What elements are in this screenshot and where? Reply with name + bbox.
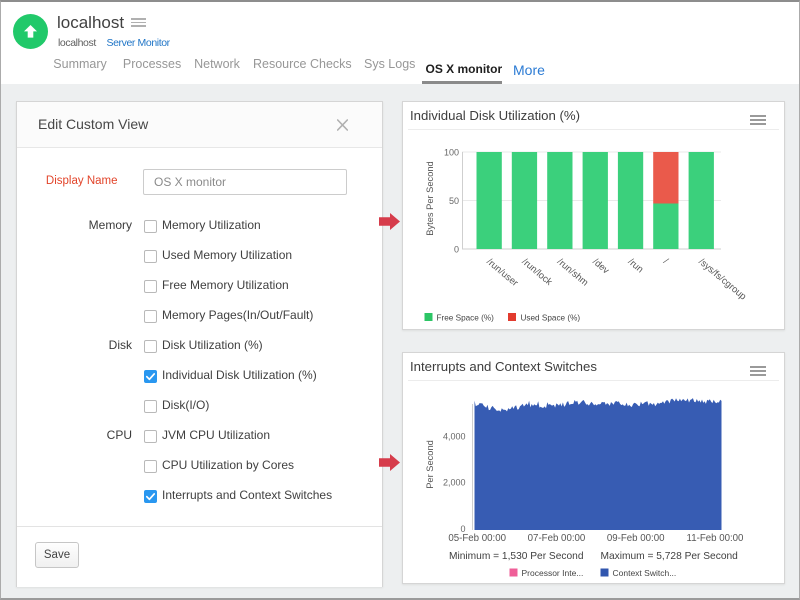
svg-text:4,000: 4,000 [443, 432, 466, 442]
svg-text:11-Feb 00:00: 11-Feb 00:00 [687, 533, 745, 544]
svg-text:05-Feb 00:00: 05-Feb 00:00 [448, 533, 506, 544]
svg-text:/sys/fs/cgroup: /sys/fs/cgroup [696, 256, 748, 302]
svg-text:09-Feb 00:00: 09-Feb 00:00 [607, 533, 665, 544]
svg-text:/run/user: /run/user [484, 256, 520, 289]
svg-text:0: 0 [454, 245, 459, 255]
svg-text:Minimum = 1,530 Per Second: Minimum = 1,530 Per Second [449, 551, 584, 562]
svg-text:Free Space (%): Free Space (%) [437, 314, 495, 323]
svg-text:Maximum = 5,728 Per Second: Maximum = 5,728 Per Second [601, 551, 739, 562]
svg-text:2,000: 2,000 [443, 478, 466, 488]
svg-text:/dev: /dev [590, 256, 611, 276]
svg-text:/run/lock: /run/lock [520, 256, 555, 288]
svg-text:0: 0 [460, 524, 465, 534]
svg-text:Per Second: Per Second [425, 440, 435, 489]
svg-text:100: 100 [444, 148, 459, 158]
svg-text:Used Space (%): Used Space (%) [521, 314, 581, 323]
svg-text:/run/shm: /run/shm [555, 256, 590, 288]
svg-text:50: 50 [449, 196, 459, 206]
svg-text:/run: /run [626, 256, 646, 275]
svg-text:Processor Inte...: Processor Inte... [522, 568, 584, 578]
svg-text:/: / [661, 256, 670, 266]
svg-text:07-Feb 00:00: 07-Feb 00:00 [528, 533, 586, 544]
svg-text:Bytes Per Second: Bytes Per Second [425, 161, 435, 235]
svg-text:Context Switch...: Context Switch... [613, 568, 677, 578]
